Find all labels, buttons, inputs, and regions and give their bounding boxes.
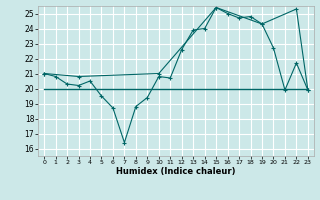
X-axis label: Humidex (Indice chaleur): Humidex (Indice chaleur) bbox=[116, 167, 236, 176]
